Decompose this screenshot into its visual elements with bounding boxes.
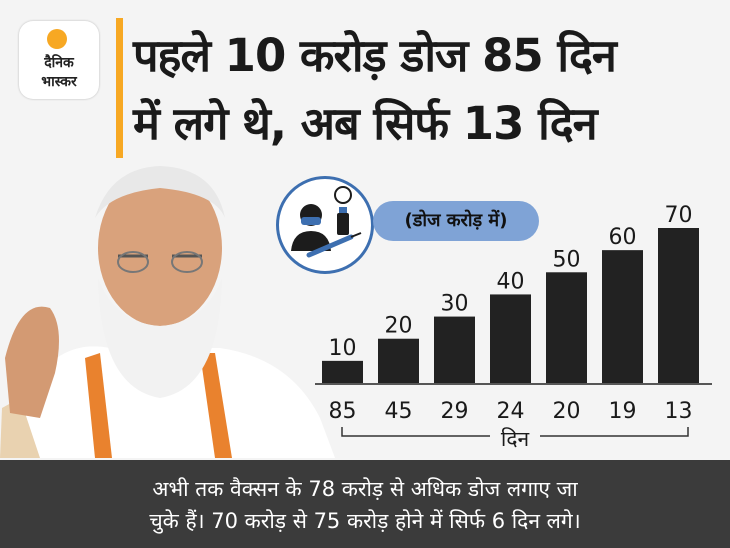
- data-label: 10: [329, 336, 357, 361]
- brand-name-line2: भास्कर: [41, 74, 77, 90]
- x-axis-bracket: [341, 427, 689, 437]
- footer-line2: चुके हैं। 70 करोड़ से 75 करोड़ होने में …: [149, 509, 581, 533]
- headline-line1: पहले 10 करोड़ डोज 85 दिन: [133, 29, 617, 82]
- bar-20: [546, 272, 587, 383]
- bar-45: [378, 338, 419, 383]
- footer-caption: अभी तक वैक्सन के 78 करोड़ से अधिक डोज लग…: [0, 460, 730, 548]
- data-label: 50: [553, 247, 581, 272]
- footer-line1: अभी तक वैक्सन के 78 करोड़ से अधिक डोज लग…: [152, 477, 578, 501]
- unit-label: (डोज करोड़ में): [373, 201, 539, 241]
- bar-85: [322, 360, 363, 383]
- x-tick-label: 20: [553, 399, 581, 424]
- x-tick-label: 19: [609, 399, 637, 424]
- x-tick-label: 29: [441, 399, 469, 424]
- headline-line2: में लगे थे, अब सिर्फ 13 दिन: [133, 97, 598, 150]
- person-photo: [0, 166, 335, 458]
- x-tick-label: 45: [385, 399, 413, 424]
- headline-accent-bar: [116, 18, 123, 158]
- brand-logo: दैनिक भास्कर: [19, 21, 99, 99]
- brand-name-line1: दैनिक: [44, 55, 74, 71]
- bar-24: [490, 294, 531, 383]
- x-tick-label: 13: [665, 399, 693, 424]
- x-tick-label: 24: [497, 399, 525, 424]
- sun-icon: [47, 29, 67, 49]
- syringe-icon: [291, 186, 362, 258]
- data-label: 40: [497, 269, 525, 294]
- vaccination-icon: [276, 176, 374, 274]
- data-label: 60: [609, 225, 637, 250]
- data-label: 70: [665, 203, 693, 228]
- bar-chart: 10 20 30 40 50 60 70 85 45 29 24 20 19 13 दिन: [315, 203, 712, 450]
- x-tick-label: 85: [329, 399, 357, 424]
- data-label: 20: [385, 314, 413, 339]
- bar-13: [658, 228, 699, 383]
- data-label: 30: [441, 292, 469, 317]
- bar-29: [434, 316, 475, 383]
- x-axis-label: दिन: [501, 427, 530, 450]
- bar-19: [602, 250, 643, 383]
